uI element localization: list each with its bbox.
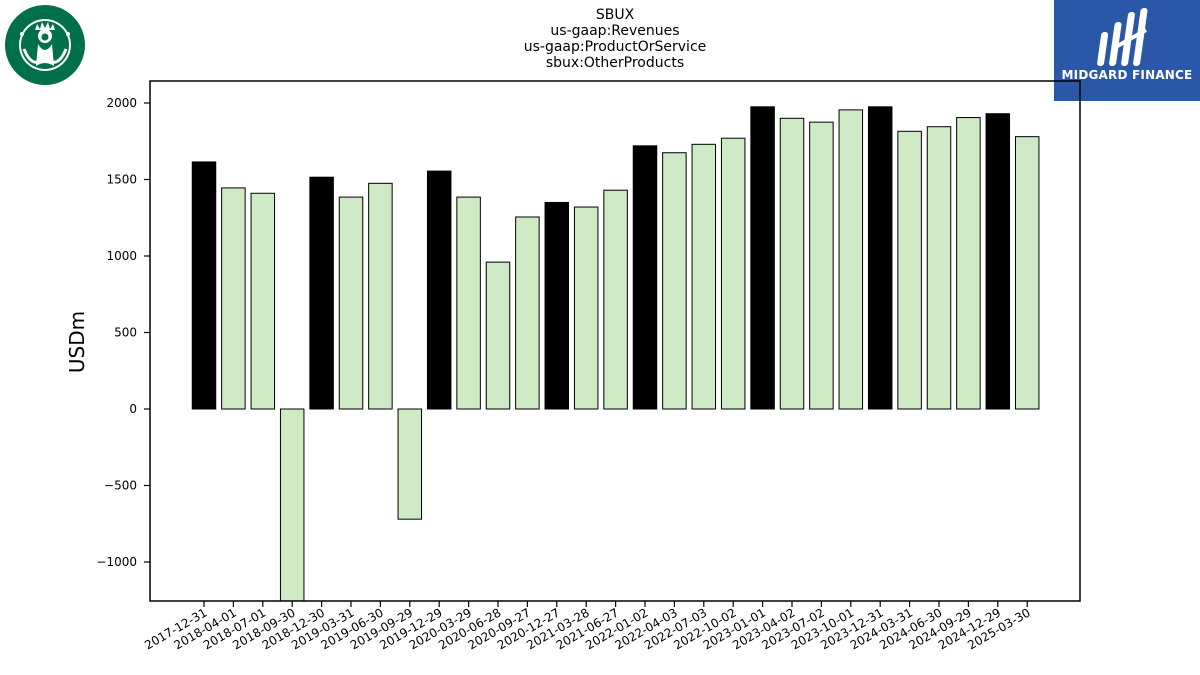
bar bbox=[926, 126, 952, 410]
bar bbox=[221, 187, 246, 410]
bar bbox=[985, 113, 1011, 410]
bar bbox=[191, 161, 217, 410]
y-tick-label: −500 bbox=[104, 479, 137, 493]
bar bbox=[309, 176, 334, 410]
bar bbox=[456, 196, 481, 410]
bars-group bbox=[191, 106, 1040, 601]
bar bbox=[338, 196, 364, 410]
bar bbox=[662, 152, 687, 410]
bar bbox=[750, 106, 775, 410]
y-tick-label: 500 bbox=[114, 326, 137, 340]
bar bbox=[250, 192, 276, 410]
bar bbox=[603, 189, 628, 410]
bar bbox=[279, 408, 305, 601]
bar bbox=[1014, 136, 1040, 410]
y-tick-label: −1000 bbox=[96, 555, 137, 569]
y-tick-label: 1000 bbox=[106, 249, 137, 263]
bar bbox=[632, 145, 658, 410]
bar bbox=[691, 143, 717, 410]
bar bbox=[515, 216, 540, 410]
midgard-mark-icon bbox=[1097, 8, 1148, 66]
chart-title-line-4: sbux:OtherProducts bbox=[545, 55, 685, 71]
bar bbox=[809, 121, 834, 410]
y-tick-label: 2000 bbox=[106, 96, 137, 110]
bar bbox=[485, 261, 511, 410]
chart-title-line-1: SBUX bbox=[595, 7, 635, 23]
midgard-finance-logo: MIDGARD FINANCE bbox=[1054, 0, 1200, 101]
starbucks-logo bbox=[4, 4, 86, 86]
bar bbox=[897, 130, 922, 410]
bar bbox=[838, 109, 864, 410]
bar bbox=[397, 408, 423, 520]
bar bbox=[867, 106, 893, 410]
bar bbox=[956, 117, 981, 410]
y-tick-label: 0 bbox=[129, 402, 137, 416]
bar bbox=[368, 182, 393, 410]
midgard-finance-wordmark: MIDGARD FINANCE bbox=[1061, 68, 1193, 82]
bar bbox=[573, 206, 599, 410]
chart-title-line-3: us-gaap:ProductOrService bbox=[523, 39, 707, 55]
bar bbox=[544, 201, 570, 410]
bar bbox=[720, 137, 746, 410]
bar bbox=[426, 170, 452, 410]
chart-title-line-2: us-gaap:Revenues bbox=[550, 23, 680, 39]
y-tick-label: 1500 bbox=[106, 173, 137, 187]
bar bbox=[779, 117, 805, 410]
